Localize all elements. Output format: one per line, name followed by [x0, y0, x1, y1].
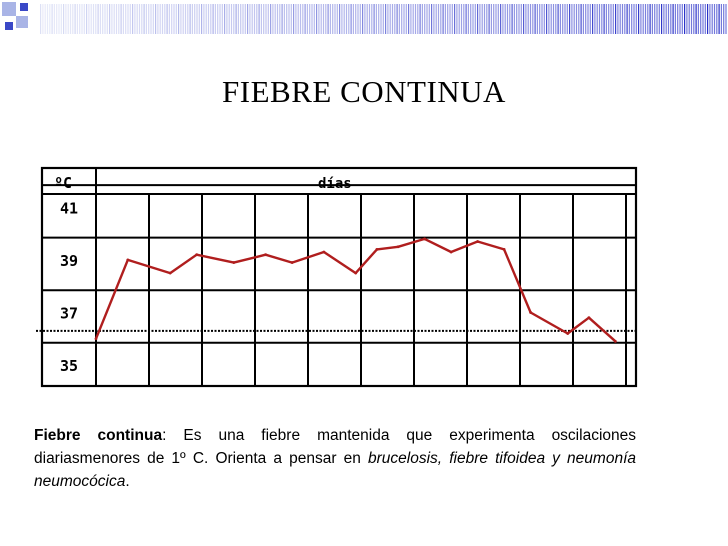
- temperature-point: [449, 250, 453, 254]
- temperature-point: [195, 253, 199, 257]
- title-decoration-bar: [2, 2, 727, 34]
- y-tick-label: 41: [60, 199, 78, 217]
- temperature-point: [476, 240, 479, 243]
- temperature-point: [264, 253, 267, 257]
- temperature-chart: ºC días 41 39 37 35: [36, 166, 638, 388]
- temperature-point: [322, 250, 326, 254]
- temperature-point: [126, 258, 130, 262]
- temperature-point: [614, 339, 617, 343]
- caption-text-1: : Es una fiebre mantenida que experiment…: [34, 427, 636, 467]
- temperature-point: [375, 248, 379, 251]
- temperature-point: [168, 271, 172, 275]
- y-tick-label: 35: [60, 357, 78, 375]
- temperature-point: [232, 261, 236, 264]
- caption-text: Fiebre continua: Es una fiebre mantenida…: [34, 424, 636, 493]
- temperature-point: [529, 311, 532, 314]
- temperature-point: [587, 316, 591, 320]
- temperature-point: [423, 237, 426, 241]
- temperature-point: [94, 337, 98, 341]
- chart-frame: [40, 166, 638, 388]
- y-tick-labels: 41 39 37 35: [60, 199, 78, 375]
- chart-grid: [40, 166, 638, 388]
- caption-term: Fiebre continua: [34, 427, 163, 444]
- temperature-point: [566, 332, 570, 335]
- caption-emphasis: brucelosis, fiebre tifoidea y neumonía n…: [34, 450, 636, 490]
- y-tick-label: 37: [60, 304, 78, 322]
- temperature-point: [290, 261, 294, 264]
- y-tick-label: 39: [60, 252, 78, 270]
- temperature-point: [354, 271, 358, 275]
- x-axis-label: días: [318, 176, 352, 192]
- series-layer: [94, 237, 617, 343]
- slide-title: FIEBRE CONTINUA: [222, 74, 506, 109]
- temperature-point: [396, 245, 400, 249]
- temperature-point: [502, 248, 506, 251]
- y-axis-label: ºC: [54, 174, 72, 192]
- caption-text-2: .: [125, 473, 130, 490]
